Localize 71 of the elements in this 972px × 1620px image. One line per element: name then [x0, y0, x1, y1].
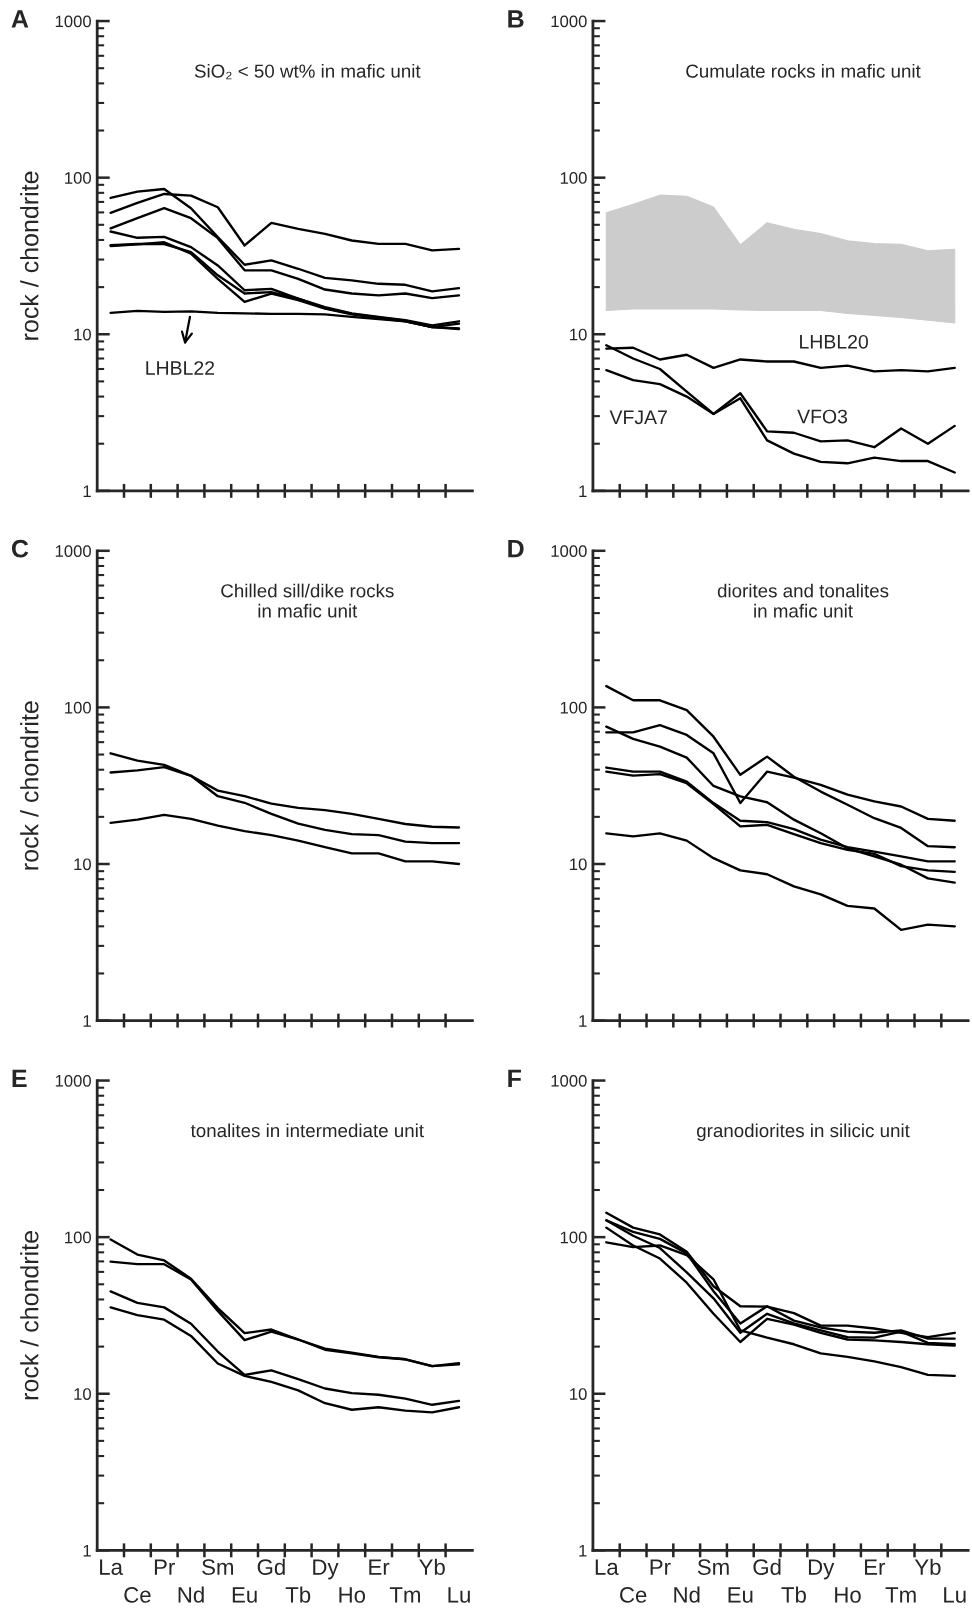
y-tick-label: 1	[83, 1015, 91, 1027]
x-tick-label: Eu	[232, 1587, 257, 1603]
y-axis-title: rock / chondrite	[20, 171, 39, 340]
y-tick-label: 1000	[551, 15, 587, 28]
y-tick-label: 10	[570, 328, 587, 341]
x-tick-label: Gd	[753, 1558, 781, 1575]
x-tick-label: Yb	[914, 1558, 941, 1575]
y-tick-label: 100	[65, 701, 91, 714]
x-tick-label: Er	[369, 1559, 390, 1575]
x-tick-label: Nd	[178, 1586, 204, 1603]
x-tick-label: Sm	[202, 1559, 233, 1575]
text: granodiorites in silicic unit	[697, 1123, 910, 1141]
text: SiO₂ < 50 wt% in mafic unit	[194, 64, 421, 80]
y-tick-label: 1000	[551, 1074, 587, 1087]
chart-title: B	[508, 10, 524, 28]
series-label: VFJA7	[609, 410, 667, 425]
x-tick-label: Lu	[944, 1587, 966, 1603]
y-axis-title: rock / chondrite	[20, 701, 39, 870]
y-tick-label: 1	[579, 1544, 587, 1557]
x-tick-label: Lu	[448, 1587, 470, 1603]
y-tick-label: 100	[560, 1231, 587, 1244]
legend-label: LHBL22	[146, 361, 215, 375]
x-tick-label: Ho	[835, 1587, 861, 1603]
y-tick-label: 1	[579, 1015, 587, 1027]
x-tick-label: Gd	[257, 1558, 285, 1575]
y-tick-label: 1	[83, 1544, 91, 1557]
y-tick-label: 1000	[55, 545, 91, 557]
x-tick-label: Pr	[650, 1559, 671, 1575]
y-tick-label: 100	[560, 701, 587, 714]
series-label: VFO3	[797, 409, 848, 424]
chart-title: F	[508, 1069, 521, 1087]
x-tick-label: Er	[865, 1559, 886, 1575]
x-tick-label: Eu	[728, 1587, 753, 1603]
x-tick-label: Tb	[285, 1586, 311, 1603]
x-tick-label: Sm	[697, 1559, 729, 1575]
text: Chilled sill/dike rocks in mafic unit	[221, 583, 394, 618]
y-tick-label: 1	[83, 485, 91, 497]
y-tick-label: 10	[74, 328, 91, 341]
text: tonalites in intermediate unit	[190, 1123, 424, 1138]
y-tick-label: 1000	[55, 15, 91, 28]
y-tick-label: 100	[65, 1231, 91, 1244]
x-tick-label: Dy	[808, 1559, 835, 1580]
y-tick-label: 100	[65, 172, 91, 184]
chart-title: E	[12, 1069, 27, 1087]
x-tick-label: Ho	[339, 1587, 366, 1603]
x-tick-label: Tm	[885, 1587, 916, 1603]
x-tick-label: Ce	[620, 1587, 647, 1603]
x-tick-label: Tm	[389, 1587, 420, 1603]
chart-title: C	[11, 539, 29, 558]
y-tick-label: 10	[74, 1388, 91, 1400]
x-tick-label: La	[595, 1559, 619, 1575]
x-tick-label: Pr	[154, 1559, 175, 1575]
y-tick-label: 100	[560, 172, 587, 184]
x-tick-label: Nd	[674, 1586, 700, 1603]
y-tick-label: 10	[570, 1388, 587, 1400]
y-axis-title: rock / chondrite	[20, 1231, 39, 1400]
chart-title: A	[11, 10, 29, 28]
text: diorites and tonalites in mafic unit	[717, 583, 889, 618]
x-tick-label: Dy	[313, 1559, 339, 1580]
x-tick-label: Ce	[124, 1587, 151, 1603]
chart-title: D	[508, 540, 524, 558]
y-tick-label: 10	[74, 858, 91, 871]
series-label: LHBL20	[800, 334, 868, 349]
y-tick-label: 10	[570, 858, 587, 871]
text: Cumulate rocks in mafic unit	[686, 64, 921, 78]
x-tick-label: Tb	[781, 1586, 806, 1603]
y-tick-label: 1000	[551, 545, 587, 557]
x-tick-label: La	[100, 1559, 123, 1575]
x-tick-label: Yb	[419, 1558, 445, 1575]
y-tick-label: 1000	[55, 1074, 91, 1087]
y-tick-label: 1	[579, 485, 587, 497]
